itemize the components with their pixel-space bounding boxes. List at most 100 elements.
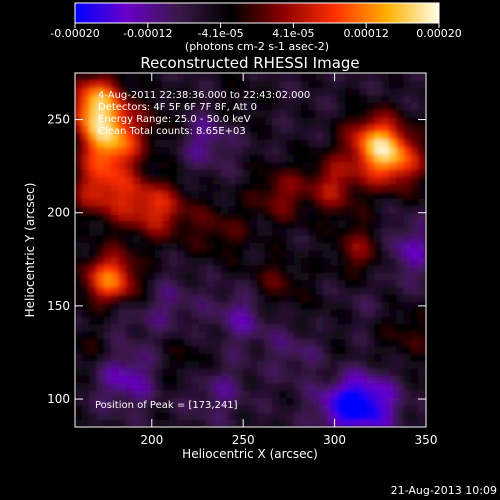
heatmap-cell <box>279 360 288 369</box>
heatmap-cell <box>96 146 105 155</box>
heatmap-cell <box>381 109 390 118</box>
heatmap-cell <box>75 79 83 89</box>
heatmap-cell <box>264 249 273 258</box>
heatmap-cell <box>242 382 251 391</box>
heatmap-cell <box>271 256 281 266</box>
heatmap-cell <box>337 323 347 332</box>
heatmap-cell <box>154 79 164 89</box>
heatmap-cell <box>279 94 288 103</box>
heatmap-cell <box>250 227 259 236</box>
heatmap-cell <box>147 109 156 118</box>
heatmap-cell <box>96 161 105 170</box>
heatmap-cell <box>323 301 332 310</box>
heatmap-cell <box>169 227 178 236</box>
heatmap-cell <box>257 131 266 140</box>
heatmap-cell <box>111 131 120 140</box>
heatmap-cell <box>198 389 208 398</box>
heatmap-cell <box>111 330 120 339</box>
heatmap-cell <box>286 242 295 251</box>
heatmap-cell <box>359 382 368 391</box>
heatmap-cell <box>169 242 178 251</box>
heatmap-cell <box>315 116 325 126</box>
heatmap-cell <box>184 404 193 413</box>
heatmap-cell <box>381 360 390 369</box>
heatmap-cell <box>111 124 120 133</box>
heatmap-cell <box>198 161 208 170</box>
heatmap-cell <box>418 79 426 89</box>
heatmap-cell <box>81 212 91 221</box>
heatmap-cell <box>410 205 420 214</box>
heatmap-cell <box>176 256 186 266</box>
heatmap-cell <box>111 197 120 207</box>
heatmap-cell <box>198 352 208 362</box>
heatmap-cell <box>359 264 368 273</box>
heatmap-cell <box>198 264 208 273</box>
heatmap-cell <box>235 389 244 398</box>
heatmap-cell <box>162 323 171 332</box>
heatmap-cell <box>359 190 368 199</box>
heatmap-cell <box>250 374 259 384</box>
heatmap-cell <box>286 109 295 118</box>
heatmap-cell <box>103 94 113 103</box>
heatmap-cell <box>410 175 420 185</box>
heatmap-cell <box>388 293 398 303</box>
colorbar-tick-label: 0.00020 <box>416 27 462 40</box>
heatmap-cell <box>367 352 376 362</box>
heatmap-cell <box>374 168 383 177</box>
heatmap-cell <box>89 308 98 317</box>
heatmap-cell <box>191 183 200 192</box>
heatmap-cell <box>286 389 295 398</box>
heatmap-cell <box>89 234 98 244</box>
heatmap-cell <box>301 323 310 332</box>
heatmap-cell <box>279 124 288 133</box>
heatmap-cell <box>198 271 208 280</box>
heatmap-cell <box>257 146 266 155</box>
heatmap-cell <box>301 183 310 192</box>
heatmap-cell <box>388 175 398 185</box>
heatmap-cell <box>410 308 420 317</box>
heatmap-cell <box>242 360 251 369</box>
colorbar-tick-label: -0.00012 <box>123 27 172 40</box>
heatmap-cell <box>162 345 171 354</box>
heatmap-cell <box>323 234 332 244</box>
chart-title: Reconstructed RHESSI Image <box>140 54 359 72</box>
heatmap-cell <box>75 249 83 258</box>
heatmap-cell <box>169 367 178 376</box>
heatmap-cell <box>250 138 259 148</box>
heatmap-cell <box>133 242 142 251</box>
heatmap-cell <box>410 234 420 244</box>
heatmap-cell <box>147 264 156 273</box>
heatmap-cell <box>301 264 310 273</box>
heatmap-cell <box>103 205 113 214</box>
heatmap-cell <box>418 345 426 354</box>
heatmap-cell <box>147 271 156 280</box>
heatmap-cell <box>315 293 325 303</box>
heatmap-cell <box>125 286 134 295</box>
heatmap-cell <box>125 138 134 148</box>
heatmap-cell <box>162 124 171 133</box>
heatmap-cell <box>301 279 310 288</box>
heatmap-cell <box>235 352 244 362</box>
heatmap-cell <box>403 73 412 81</box>
heatmap-cell <box>118 242 127 251</box>
heatmap-cell <box>418 360 426 369</box>
heatmap-cell <box>388 87 398 96</box>
heatmap-cell <box>337 87 347 96</box>
heatmap-cell <box>264 286 273 295</box>
heatmap-cell <box>242 197 251 207</box>
heatmap-cell <box>374 367 383 376</box>
heatmap-cell <box>381 197 390 207</box>
heatmap-cell <box>257 330 266 339</box>
heatmap-cell <box>250 94 259 103</box>
heatmap-cell <box>133 301 142 310</box>
heatmap-cell <box>271 271 281 280</box>
heatmap-cell <box>133 161 142 170</box>
heatmap-cell <box>184 264 193 273</box>
heatmap-cell <box>118 293 127 303</box>
heatmap-cell <box>301 146 310 155</box>
heatmap-cell <box>81 345 91 354</box>
heatmap-cell <box>154 352 164 362</box>
heatmap-cell <box>75 183 83 192</box>
heatmap-cell <box>293 419 303 427</box>
heatmap-cell <box>89 183 98 192</box>
